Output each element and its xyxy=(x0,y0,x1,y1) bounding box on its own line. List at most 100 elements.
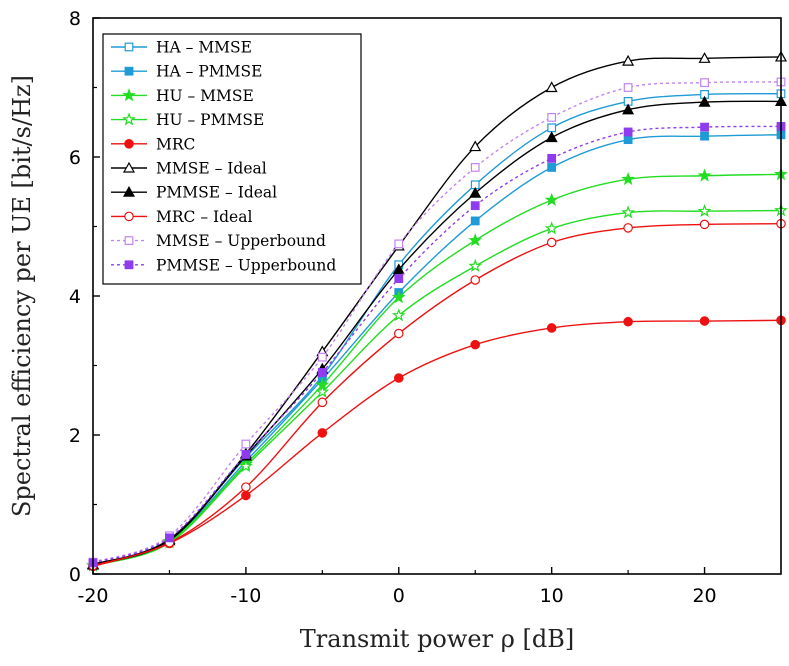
data-point xyxy=(317,428,328,438)
series-line xyxy=(92,125,782,564)
legend-label: MRC – Ideal xyxy=(156,208,252,226)
legend-label: MMSE – Ideal xyxy=(156,160,267,178)
legend-label: MRC xyxy=(156,135,195,153)
data-point xyxy=(623,223,633,233)
data-point xyxy=(317,368,327,377)
data-point xyxy=(544,221,559,235)
legend-marker xyxy=(124,66,134,76)
data-point xyxy=(622,54,635,66)
data-point xyxy=(239,459,253,473)
data-point xyxy=(241,439,251,449)
data-point xyxy=(546,323,557,333)
data-point xyxy=(470,339,481,350)
data-point xyxy=(392,263,405,275)
data-point xyxy=(470,275,481,285)
legend-item: HU – MMSE xyxy=(111,87,254,105)
legend-item: PMMSE – Ideal xyxy=(111,184,277,202)
data-point xyxy=(470,201,480,211)
legend: HA – MMSE HA – PMMSE HU – MMSE HU – PMMSE MR… xyxy=(102,33,362,285)
series-line xyxy=(92,223,782,567)
data-point xyxy=(698,95,711,107)
series-line xyxy=(92,173,782,567)
data-point xyxy=(621,205,635,219)
data-point xyxy=(547,112,557,122)
data-point xyxy=(315,384,330,398)
legend-label: MMSE – Upperbound xyxy=(156,232,326,250)
data-point xyxy=(700,78,709,88)
legend-label: PMMSE – Ideal xyxy=(156,184,277,202)
legend-marker xyxy=(124,42,134,52)
data-point xyxy=(700,131,709,141)
series-layer xyxy=(86,50,788,572)
data-point xyxy=(241,450,251,459)
legend-marker xyxy=(122,88,136,102)
x-axis-title: Transmit power ρ [dB] xyxy=(300,625,574,653)
data-point xyxy=(545,81,558,93)
data-point xyxy=(622,103,635,115)
series-1 xyxy=(88,130,786,570)
data-point xyxy=(699,316,710,326)
series-line xyxy=(92,319,782,568)
data-point xyxy=(623,135,633,145)
legend-marker xyxy=(124,211,134,222)
series-line xyxy=(92,81,782,563)
x-tick-label: 20 xyxy=(692,585,716,607)
series-4 xyxy=(88,315,786,572)
data-point xyxy=(547,163,557,172)
data-point xyxy=(317,397,328,408)
data-point xyxy=(546,237,557,248)
x-tick-label: -10 xyxy=(230,585,261,607)
legend-label: HU – PMMSE xyxy=(156,111,264,129)
y-tick-label: 8 xyxy=(69,8,81,30)
legend-marker xyxy=(122,185,136,197)
y-tick-label: 0 xyxy=(69,564,81,586)
axis-ticks: -20 -10 0 10 20 0 2 4 6 8 xyxy=(69,8,717,607)
data-point xyxy=(699,219,710,230)
data-point xyxy=(469,140,482,152)
data-point xyxy=(470,163,480,172)
data-point xyxy=(394,239,404,249)
data-point xyxy=(623,83,633,92)
y-tick-label: 6 xyxy=(69,147,81,169)
x-tick-label: 0 xyxy=(393,585,405,607)
data-point xyxy=(241,490,251,501)
data-point xyxy=(391,290,406,304)
data-point xyxy=(469,186,482,198)
data-point xyxy=(697,168,712,182)
legend-marker xyxy=(124,236,134,246)
y-tick-label: 2 xyxy=(69,425,81,447)
data-point xyxy=(468,233,483,247)
legend-marker xyxy=(124,139,134,149)
legend-label: HU – MMSE xyxy=(156,87,254,105)
legend-box xyxy=(102,33,362,285)
legend-item: MRC xyxy=(111,135,195,153)
data-point xyxy=(547,153,557,163)
legend-marker xyxy=(122,112,136,126)
legend-item: HA – MMSE xyxy=(111,39,252,57)
legend-item: PMMSE – Upperbound xyxy=(111,256,336,274)
data-point xyxy=(623,316,633,327)
data-point xyxy=(623,127,633,137)
data-point xyxy=(468,258,483,272)
legend-label: HA – PMMSE xyxy=(156,63,262,81)
x-tick-label: 10 xyxy=(540,585,564,607)
data-point xyxy=(241,482,251,492)
legend-marker xyxy=(122,161,136,173)
data-point xyxy=(547,123,557,133)
data-point xyxy=(621,172,635,186)
legend-item: MRC – Ideal xyxy=(111,208,252,226)
data-point xyxy=(544,192,559,206)
data-point xyxy=(165,533,174,543)
data-point xyxy=(697,203,712,218)
data-point xyxy=(317,352,327,362)
data-point xyxy=(700,122,709,132)
legend-label: HA – MMSE xyxy=(156,39,252,57)
legend-item: HA – PMMSE xyxy=(111,63,262,81)
data-point xyxy=(393,373,404,383)
data-point xyxy=(470,216,480,226)
series-line xyxy=(92,209,782,567)
data-point xyxy=(545,131,558,143)
x-tick-label: -20 xyxy=(77,585,108,607)
legend-marker xyxy=(124,260,134,270)
